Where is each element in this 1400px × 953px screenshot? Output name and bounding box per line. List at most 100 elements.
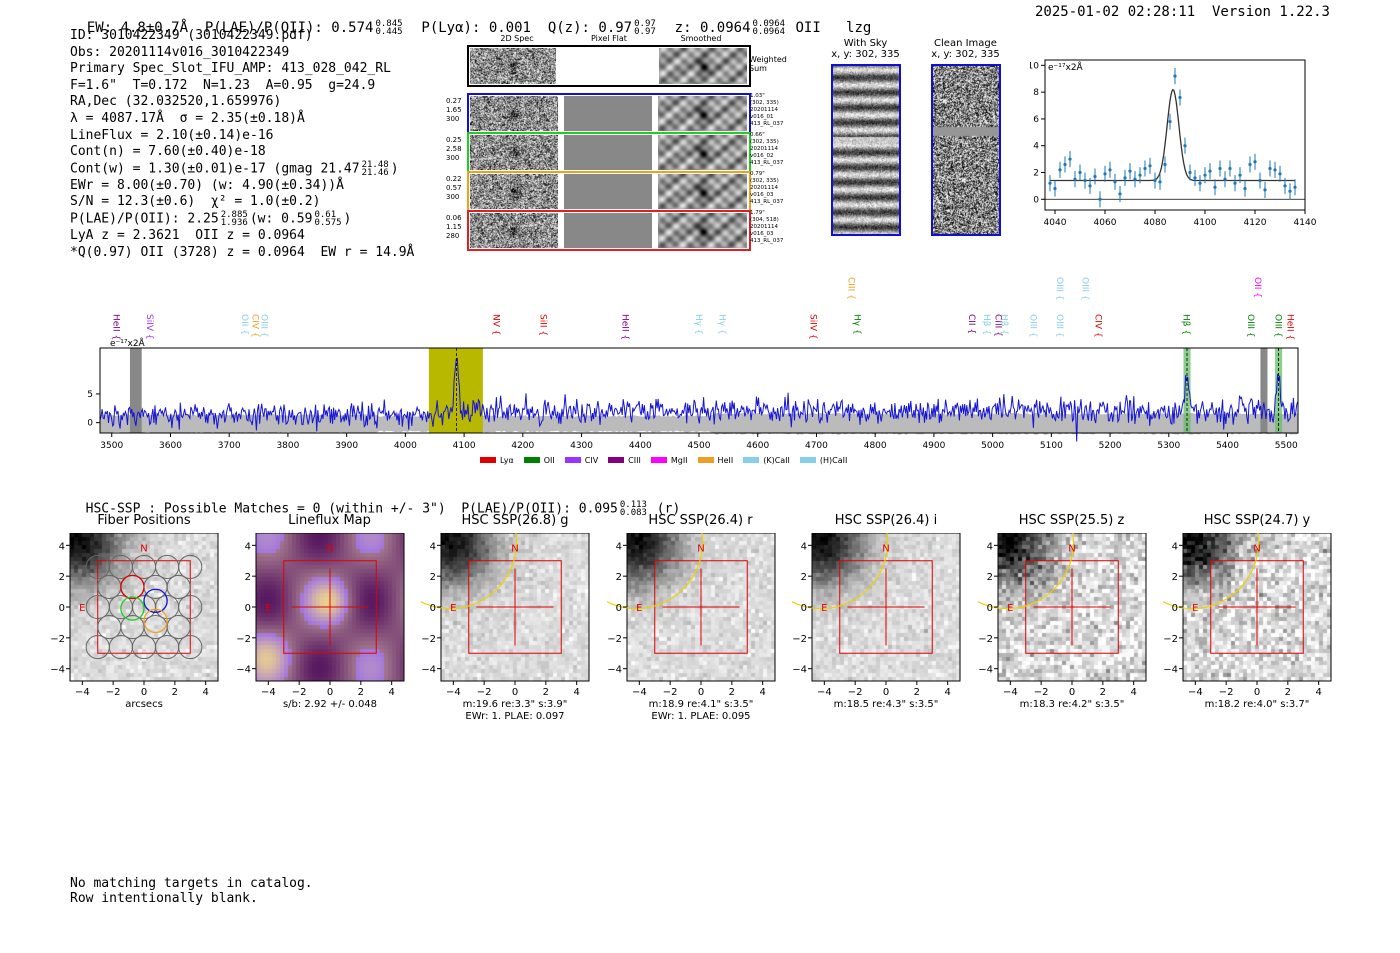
spectrum-line-label: Hγ { [693, 314, 703, 335]
info-slot: Primary Spec_Slot_IFU_AMP: 413_028_042_R… [70, 61, 391, 77]
fiber-circle-highlight [143, 588, 168, 614]
hsc-ytick-label: −4 [978, 665, 993, 676]
hsc-panel-title-2: HSC SSP(26.8) g [461, 513, 569, 528]
hsc-xtick-label: 4 [573, 687, 579, 698]
hsc-panel-title-6: HSC SSP(24.7) y [1203, 513, 1311, 528]
info-plae-hi: 2.885 [220, 210, 248, 221]
hsc-ytick-label: 0 [1172, 603, 1178, 614]
line-fit-xtick-label: 4120 [1244, 218, 1267, 228]
line-fit-point [1093, 174, 1097, 179]
spectrum-line-label: SiIV { [808, 314, 818, 340]
line-fit-ytick-label: 2 [1033, 169, 1039, 179]
fiber-circle [166, 574, 191, 600]
hsc-panel-title-3: HSC SSP(26.4) r [648, 513, 753, 528]
hsc-aperture-box [839, 560, 933, 654]
line-fit-point [1108, 168, 1112, 172]
hsc-ytick-label: −4 [421, 665, 436, 676]
cutout-row-left-label-1: 0.27 1.65 300 [446, 97, 462, 123]
cutout-smoothed-4 [658, 213, 747, 248]
cutout-row-left-label-3: 0.22 0.57 300 [446, 175, 462, 201]
line-fit-point [1138, 173, 1142, 177]
hsc-caption-1: s/b: 2.92 +/- 0.048 [282, 699, 376, 710]
legend-label: CIII [628, 455, 641, 465]
hsc-plae-hi: 0.113 [619, 500, 647, 510]
spectrum-line-label: CIII { [993, 314, 1003, 337]
line-fit-point [1073, 177, 1077, 181]
hsc-ytick-label: 4 [244, 541, 250, 552]
legend-item-5: HeII [697, 456, 733, 465]
spectrum-line-label: OII { [239, 314, 249, 335]
cutout-row-right-label-3: 0.79" (302, 335) 20201114 v016_03 413_RL… [750, 171, 784, 205]
hsc-ytick-label: −4 [50, 665, 65, 676]
line-fit-xtick-label: 4080 [1144, 218, 1167, 228]
spectrum-line-label: CII { [966, 314, 976, 334]
hsc-aperture-box [1210, 560, 1304, 654]
info-lambda: λ = 4087.17Å σ = 2.35(±0.18)Å [70, 110, 305, 126]
hsc-ytick-label: −2 [236, 634, 251, 645]
spectrum-xtick-label: 4400 [629, 441, 652, 451]
clean-image-title: Clean Image [934, 38, 997, 49]
spectrum-xtick-label: 5400 [1216, 441, 1239, 451]
footer-row-blank: Row intentionally blank. [70, 891, 258, 906]
line-fit-point [1083, 178, 1087, 183]
hsc-east-label: E [79, 603, 85, 614]
hsc-ytick-label: 4 [801, 541, 807, 552]
spectrum-line-label: SiII { [537, 314, 547, 336]
legend-swatch [480, 457, 496, 463]
legend-swatch [523, 457, 540, 463]
hsc-caption-1: m:18.5 re:4.3" s:3.5" [834, 699, 939, 710]
line-fit-point [1128, 169, 1132, 173]
cutout-pixel-flat-2 [564, 135, 652, 170]
hsc-xtick-label: 2 [728, 687, 734, 698]
line-fit-chart: e⁻¹⁷x2Å 4040 4060 4080 4100 4120 4140 0 2 4 6 8 10 [1030, 59, 1317, 228]
line-fit-point [1243, 186, 1247, 191]
line-fit-point [1168, 120, 1172, 124]
weighted-sum-cutout [467, 45, 751, 87]
cutout-2d-spec-3 [470, 174, 558, 209]
info-block: ID: 3010422349 (3010422349.pdf) Obs: 202… [70, 28, 414, 261]
spectrum-line-label: SiIV { [144, 314, 154, 340]
line-fit-ytick-label: 8 [1033, 88, 1039, 98]
spectrum-ytick-label: 5 [88, 390, 93, 400]
line-fit-point [1113, 180, 1117, 184]
hsc-caption-1: m:18.9 re:4.1" s:3.5" [648, 699, 753, 710]
spectrum-line-label: OIII { [1054, 314, 1064, 338]
hsc-panel-0: N E −4 −4 −2 −2 0 0 2 2 4 4 arcsecs [50, 533, 219, 710]
hsc-ytick-label: 4 [615, 541, 621, 552]
line-fit-ytick-label: 10 [1030, 61, 1039, 71]
hsc-north-label: N [326, 543, 333, 554]
line-fit-point [1288, 189, 1292, 193]
line-fit-point [1203, 173, 1207, 177]
hsc-panel-1: N E −4 −4 −2 −2 0 0 2 2 4 4 s/b: 2.92 +/- 0.048 [236, 533, 404, 710]
line-fit-point [1098, 197, 1102, 201]
hsc-ytick-label: 2 [1172, 572, 1178, 583]
fiber-circle-highlight [120, 574, 145, 600]
cutout-2d-spec-2 [470, 135, 558, 170]
hsc-xtick-label: 0 [326, 687, 332, 698]
info-id: ID: 3010422349 (3010422349.pdf) [70, 28, 313, 43]
legend-label: Lyα [500, 455, 514, 465]
spectrum-marks: 3500 3600 3700 3800 3900 4000 4100 4200 4300 4400… [88, 348, 1299, 451]
cutout-pixel-flat-4 [564, 213, 652, 248]
line-fit-point [1283, 184, 1287, 188]
hsc-aperture-box [1024, 560, 1119, 654]
line-fit-point [1118, 192, 1122, 196]
cutout-smoothed-2 [658, 135, 747, 170]
info-cont-w-text: Cont(w) = 1.30(±0.01)e-17 (gmag 21.47 [70, 161, 360, 177]
spectrum-xtick-label: 5300 [1157, 441, 1180, 451]
header-qz-hi: 0.97 [634, 19, 656, 29]
spectrum-xtick-label: 5200 [1099, 441, 1122, 451]
line-fit-point [1223, 177, 1227, 181]
spectrum-line-label: CIV { [1092, 314, 1102, 338]
hsc-xtick-label: −4 [631, 687, 646, 698]
hsc-ytick-label: −2 [1163, 634, 1178, 645]
hsc-panel-title-0: Fiber Positions [97, 513, 191, 528]
line-fit-point [1213, 185, 1217, 189]
legend-label: OII [543, 455, 555, 465]
hsc-xtick-label: −2 [1219, 687, 1234, 698]
legend-item-1: OII [523, 455, 555, 465]
line-fit-point [1133, 177, 1137, 181]
hsc-xtick-label: 0 [512, 687, 518, 698]
line-fit-point [1293, 185, 1297, 189]
legend-item-7: (H)CaII [799, 456, 847, 465]
